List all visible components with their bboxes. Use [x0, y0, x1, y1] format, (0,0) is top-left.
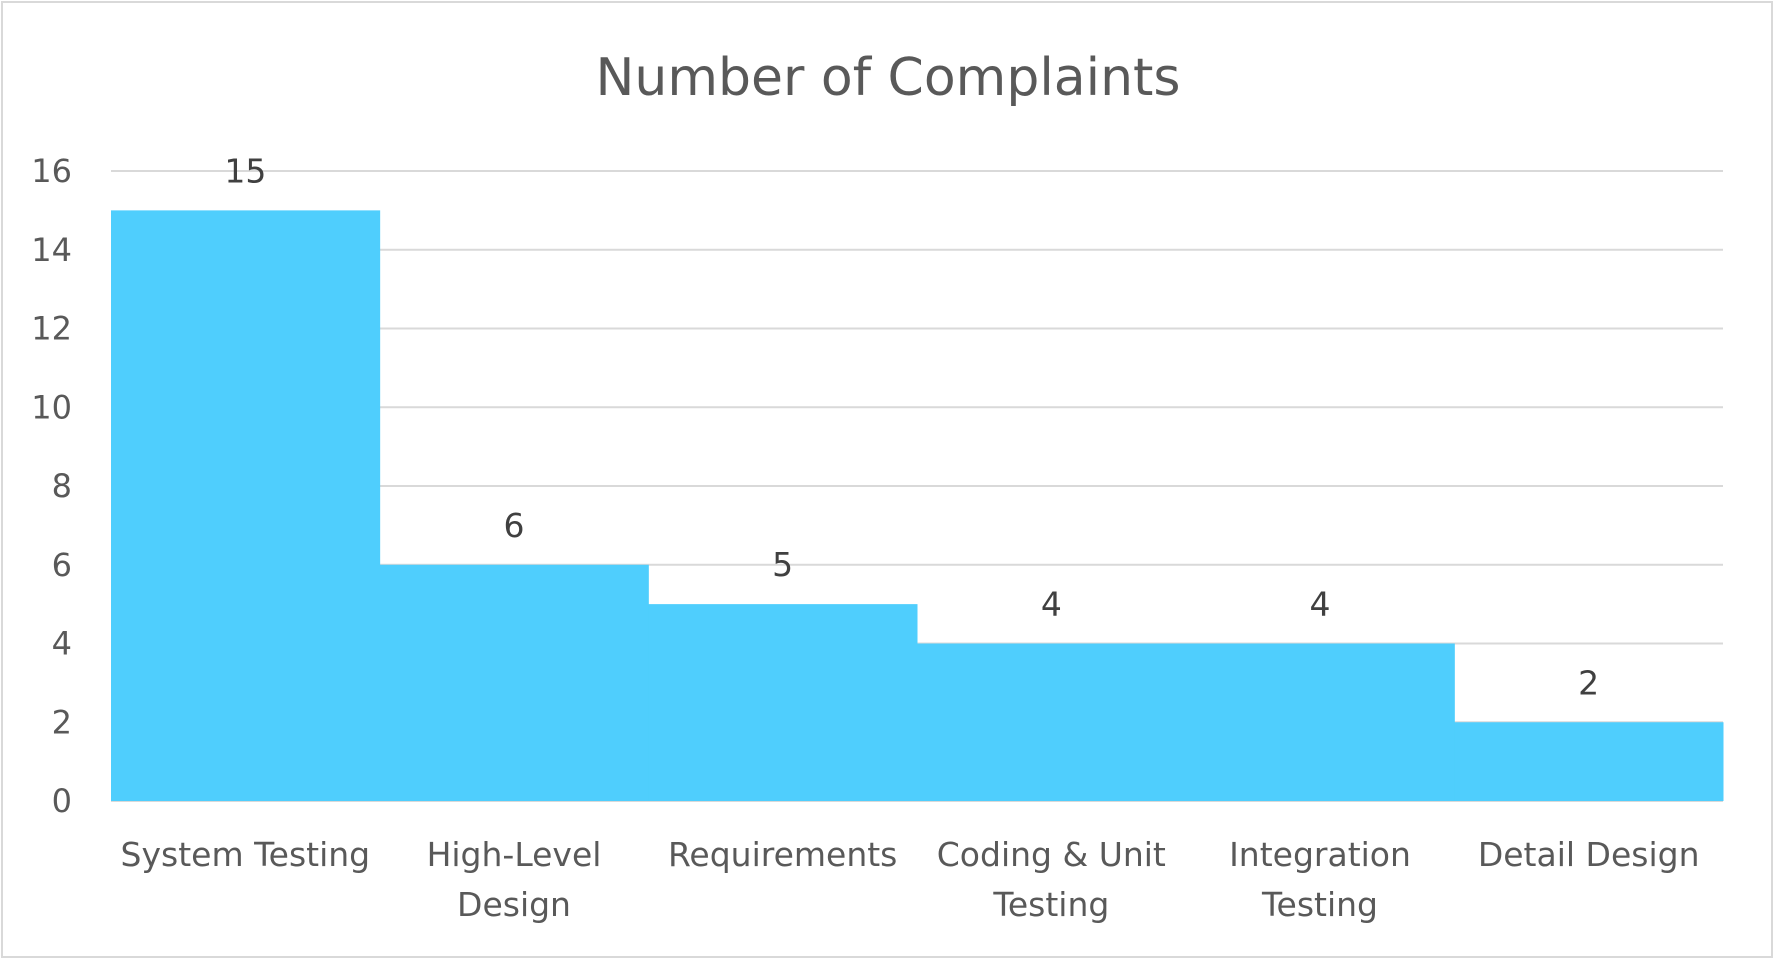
y-tick-label: 6	[52, 546, 72, 584]
bar	[648, 604, 918, 801]
y-axis-ticks: 0 2 4 6 8 10 12 14 16	[31, 152, 72, 820]
chart-title: Number of Complaints	[595, 48, 1180, 108]
data-label: 15	[224, 151, 266, 190]
data-labels: 15 6 5 4 4 2	[224, 151, 1599, 702]
y-tick-label: 10	[31, 388, 72, 426]
x-category-label: Coding & Unit	[937, 835, 1166, 874]
x-category-label: Detail Design	[1478, 835, 1700, 874]
y-tick-label: 2	[52, 703, 72, 741]
data-label: 6	[504, 506, 525, 545]
bar	[917, 643, 1187, 801]
y-tick-label: 16	[31, 152, 72, 190]
data-label: 2	[1578, 663, 1599, 702]
x-axis-categories: System Testing High-Level Design Requiremen…	[121, 835, 1700, 924]
x-category-label: High-Level	[427, 835, 602, 874]
x-category-label: Design	[457, 885, 571, 924]
x-category-label: Testing	[992, 885, 1109, 924]
x-category-label: System Testing	[121, 835, 371, 874]
y-tick-label: 4	[52, 625, 72, 663]
bar	[1185, 643, 1455, 801]
data-label: 4	[1310, 585, 1331, 624]
data-label: 5	[772, 545, 793, 584]
bar	[379, 564, 649, 801]
y-tick-label: 8	[52, 467, 72, 505]
x-category-label: Requirements	[668, 835, 897, 874]
y-tick-label: 12	[31, 310, 72, 348]
y-tick-label: 14	[31, 231, 72, 269]
data-label: 4	[1041, 585, 1062, 624]
x-category-label: Integration	[1229, 835, 1411, 874]
y-tick-label: 0	[52, 782, 72, 820]
bar	[111, 210, 381, 801]
bar	[1454, 722, 1724, 801]
x-category-label: Testing	[1261, 885, 1378, 924]
bars	[111, 210, 1724, 801]
